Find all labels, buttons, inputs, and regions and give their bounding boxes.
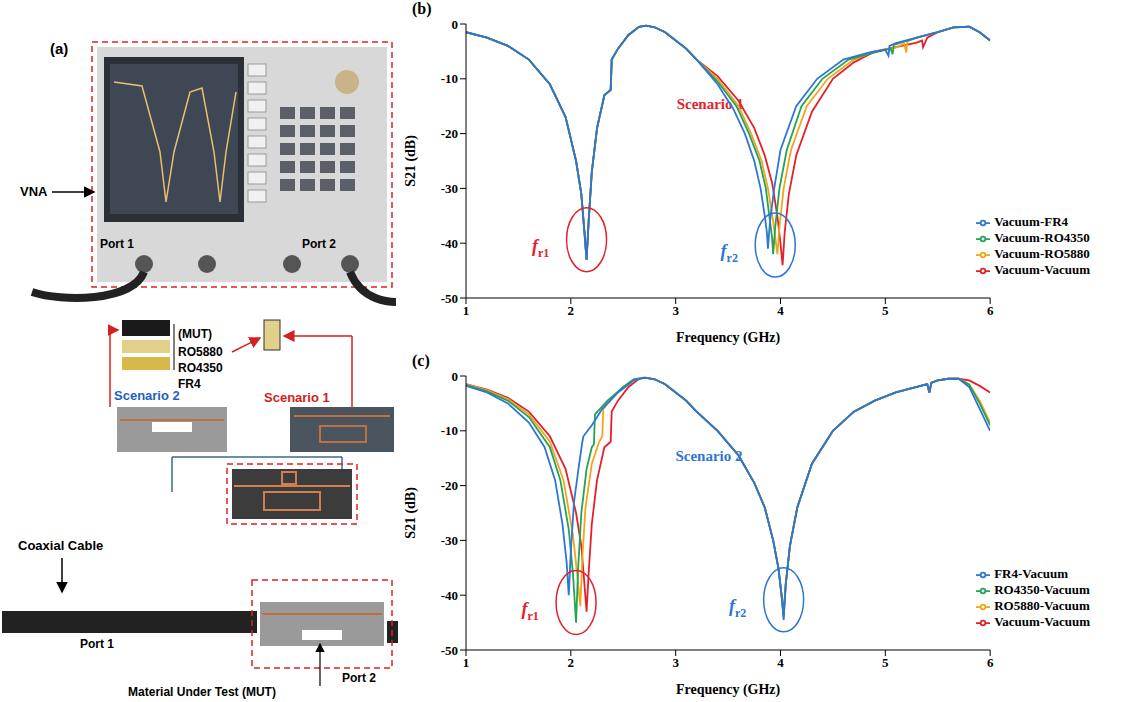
svg-text:-20: -20 xyxy=(441,478,458,493)
html-text:RO5880-Vacuum: RO5880-Vacuum xyxy=(994,598,1090,613)
svg-text:Coaxial Cable: Coaxial Cable xyxy=(18,538,103,553)
svg-text:-40: -40 xyxy=(441,588,458,603)
html-text:Vacuum-RO5880: Vacuum-RO5880 xyxy=(994,246,1090,261)
svg-text:Scenario 2: Scenario 2 xyxy=(114,388,180,403)
svg-text:Port 2: Port 2 xyxy=(342,671,376,685)
svg-text:1: 1 xyxy=(463,303,470,318)
html-text:Scenario 2: Scenario 2 xyxy=(675,448,743,465)
svg-text:Material Under Test (MUT): Material Under Test (MUT) xyxy=(128,685,276,699)
svg-text:-50: -50 xyxy=(441,291,458,306)
svg-text:-50: -50 xyxy=(441,643,458,658)
svg-text:2: 2 xyxy=(568,303,575,318)
svg-text:-30: -30 xyxy=(441,533,458,548)
svg-text:-10: -10 xyxy=(441,71,458,86)
svg-text:VNA: VNA xyxy=(20,184,48,199)
svg-text:Port 1: Port 1 xyxy=(80,637,114,651)
svg-text:5: 5 xyxy=(882,655,889,670)
svg-text:4: 4 xyxy=(777,655,784,670)
svg-text:-20: -20 xyxy=(441,126,458,141)
html-text:FR4-Vacuum: FR4-Vacuum xyxy=(994,565,1069,581)
svg-text:0: 0 xyxy=(452,369,459,384)
html-text:Vacuum-Vacuum: Vacuum-Vacuum xyxy=(994,614,1090,629)
svg-text:4: 4 xyxy=(777,303,784,318)
html-text:(c): (c) xyxy=(412,352,430,369)
html-text:Vacuum-FR4: Vacuum-FR4 xyxy=(994,213,1069,229)
svg-text:Scenario 1: Scenario 1 xyxy=(264,390,330,405)
svg-text:1: 1 xyxy=(463,655,470,670)
svg-text:FR4: FR4 xyxy=(178,377,201,391)
svg-text:Port 1: Port 1 xyxy=(100,237,134,251)
html-text:(b): (b) xyxy=(412,0,432,17)
svg-text:-40: -40 xyxy=(441,236,458,251)
svg-text:RO5880: RO5880 xyxy=(178,345,223,359)
svg-text:3: 3 xyxy=(672,303,679,318)
svg-text:RO4350: RO4350 xyxy=(178,361,223,375)
svg-text:fr2: fr2 xyxy=(729,596,746,620)
svg-text:-30: -30 xyxy=(441,181,458,196)
svg-text:S21 (dB): S21 (dB) xyxy=(403,135,419,187)
svg-text:(a): (a) xyxy=(50,40,68,57)
svg-text:fr1: fr1 xyxy=(521,599,538,623)
svg-text:Frequency (GHz): Frequency (GHz) xyxy=(676,330,781,346)
svg-text:6: 6 xyxy=(987,655,994,670)
svg-text:Frequency (GHz): Frequency (GHz) xyxy=(676,682,781,698)
svg-text:S21 (dB): S21 (dB) xyxy=(403,487,419,539)
svg-text:0: 0 xyxy=(452,17,459,32)
svg-text:5: 5 xyxy=(882,303,889,318)
html-text:Vacuum-RO4350: Vacuum-RO4350 xyxy=(994,230,1090,245)
svg-text:fr1: fr1 xyxy=(532,236,549,260)
svg-text:fr2: fr2 xyxy=(721,241,738,265)
svg-text:3: 3 xyxy=(672,655,679,670)
svg-text:-10: -10 xyxy=(441,423,458,438)
svg-text:(MUT): (MUT) xyxy=(178,327,212,341)
svg-text:2: 2 xyxy=(568,655,575,670)
html-text:Vacuum-Vacuum: Vacuum-Vacuum xyxy=(994,262,1090,277)
svg-text:6: 6 xyxy=(987,303,994,318)
html-text:RO4350-Vacuum: RO4350-Vacuum xyxy=(994,582,1090,597)
svg-text:Port 2: Port 2 xyxy=(302,237,336,251)
html-text:Scenario 1: Scenario 1 xyxy=(676,96,744,113)
